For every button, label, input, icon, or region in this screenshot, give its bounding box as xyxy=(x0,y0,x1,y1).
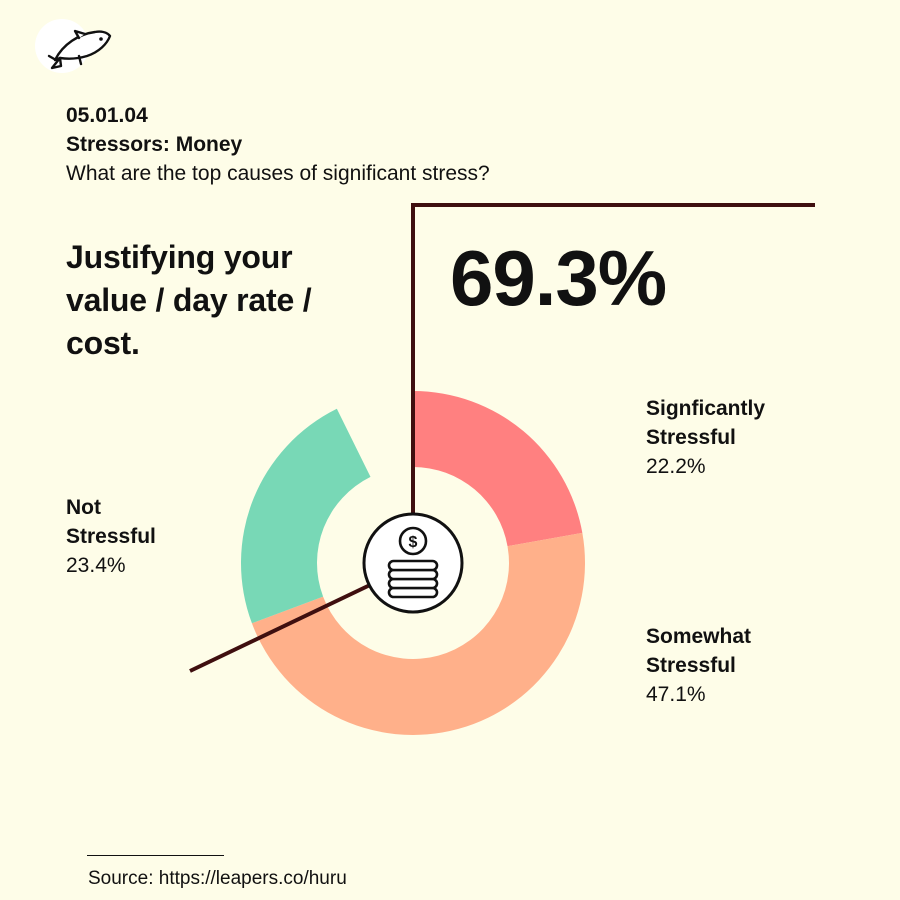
header: 05.01.04 Stressors: Money What are the t… xyxy=(66,101,490,188)
label-name: Stressful xyxy=(66,525,156,548)
item-title: Justifying your value / day rate / cost. xyxy=(66,239,312,361)
source-divider xyxy=(87,855,224,856)
source-text: Source: https://leapers.co/huru xyxy=(88,868,347,889)
label-value: 22.2% xyxy=(646,455,706,478)
highlight-line xyxy=(411,203,815,519)
donut-slice-somewhat-stressful xyxy=(251,532,586,735)
label-significantly-stressful: Signficantly Stressful 22.2% xyxy=(646,394,765,481)
section-code: 05.01.04 xyxy=(66,104,148,127)
label-name: Stressful xyxy=(646,654,736,677)
label-value: 23.4% xyxy=(66,554,126,577)
label-name: Not xyxy=(66,496,101,519)
section-topic: Stressors: Money xyxy=(66,133,243,156)
label-value: 47.1% xyxy=(646,683,706,706)
dollar-coins-icon: $ xyxy=(362,512,464,614)
label-name: Stressful xyxy=(646,426,736,449)
donut-slice-signficantly-stressful xyxy=(413,391,583,547)
svg-text:$: $ xyxy=(409,534,418,551)
label-not-stressful: Not Stressful 23.4% xyxy=(66,493,156,580)
fish-logo xyxy=(35,18,113,76)
highlight-percent: 69.3% xyxy=(450,234,667,322)
donut-slices xyxy=(240,391,586,735)
fish-icon xyxy=(35,19,112,73)
section-question: What are the top causes of significant s… xyxy=(66,162,490,185)
label-name: Somewhat xyxy=(646,625,752,648)
label-somewhat-stressful: Somewhat Stressful 47.1% xyxy=(646,622,751,709)
donut-slice-not-stressful xyxy=(240,408,371,624)
not-stressful-line xyxy=(189,583,371,673)
label-name: Signficantly xyxy=(646,397,766,420)
